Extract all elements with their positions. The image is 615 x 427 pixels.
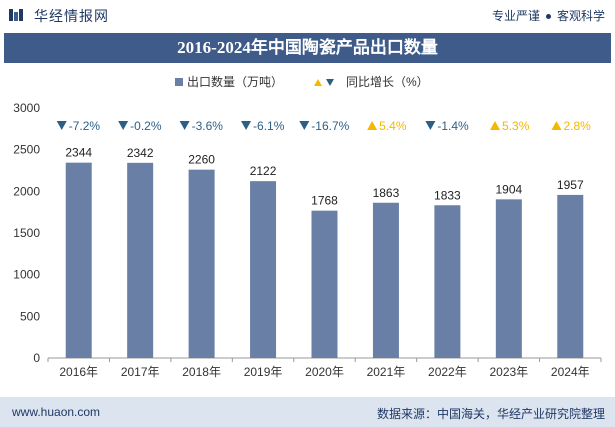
value-label: 2344: [65, 146, 92, 160]
growth-up-triangle-icon: [490, 121, 501, 130]
bars: [65, 162, 584, 358]
growth-label: 5.3%: [502, 119, 530, 133]
x-tick-label: 2020年: [305, 365, 344, 379]
growth-up-triangle-icon: [551, 121, 562, 130]
brand-name: 华经情报网: [34, 8, 109, 24]
header-tagline: 专业严谨 客观科学: [492, 7, 605, 24]
growth-label: -7.2%: [69, 119, 101, 133]
legend-bar-swatch-icon: [175, 78, 183, 86]
growth-down-triangle-icon: [425, 121, 436, 130]
y-tick-label: 2500: [13, 143, 40, 157]
bar: [372, 202, 399, 358]
y-tick-label: 3000: [13, 101, 40, 115]
growth-down-triangle-icon: [56, 121, 67, 130]
x-axis: 2016年 2017年 2018年 2019年 2020年 2021年 2022年 2023年…: [47, 358, 602, 379]
growth-label: -6.1%: [253, 119, 285, 133]
value-labels: 2344 2342 2260 2122 1768 1863 1833 1904 1957: [65, 146, 584, 208]
growth-label: 5.4%: [379, 119, 407, 133]
legend-label-yoy-growth: 同比增长（%）: [346, 75, 429, 89]
value-label: 1768: [311, 194, 338, 208]
x-tick-label: 2018年: [182, 365, 221, 379]
growth-down-triangle-icon: [118, 121, 129, 130]
title-band: 2016-2024年中国陶瓷产品出口数量: [4, 33, 611, 63]
growth-label: -0.2%: [130, 119, 162, 133]
legend-down-triangle-icon: [326, 79, 334, 86]
bar: [65, 162, 92, 358]
footer: www.huaon.com 数据来源：中国海关，华经产业研究院整理: [0, 397, 615, 427]
growth-label: -3.6%: [192, 119, 224, 133]
bar: [434, 205, 461, 358]
bar: [311, 210, 338, 358]
value-label: 1833: [434, 188, 461, 202]
x-tick-label: 2023年: [489, 365, 528, 379]
footer-source: 数据来源：中国海关，华经产业研究院整理: [376, 407, 605, 421]
legend: 出口数量（万吨） 同比增长（%）: [175, 74, 429, 89]
growth-down-triangle-icon: [241, 121, 252, 130]
growth-label: -1.4%: [437, 119, 469, 133]
separator-dot-icon: [545, 14, 551, 20]
value-label: 2122: [250, 164, 277, 178]
value-label: 1863: [373, 186, 400, 200]
growth-label: 2.8%: [563, 119, 591, 133]
bar: [188, 169, 215, 358]
y-tick-label: 1000: [13, 268, 40, 282]
bar: [127, 162, 154, 358]
footer-url: www.huaon.com: [12, 405, 101, 419]
legend-up-triangle-icon: [314, 79, 322, 86]
x-tick-label: 2019年: [244, 365, 283, 379]
growth-down-triangle-icon: [179, 121, 190, 130]
header: 华经情报网 专业严谨 客观科学: [0, 0, 615, 30]
value-label: 2342: [127, 146, 154, 160]
x-tick-label: 2017年: [121, 365, 160, 379]
x-tick-label: 2016年: [59, 365, 98, 379]
value-label: 1957: [557, 178, 584, 192]
tagline-2: 客观科学: [556, 9, 605, 23]
legend-label-export-volume: 出口数量（万吨）: [187, 74, 283, 89]
tagline-1: 专业严谨: [491, 9, 540, 23]
x-tick-label: 2024年: [551, 365, 590, 379]
y-tick-label: 2000: [13, 184, 40, 198]
y-tick-label: 500: [20, 309, 40, 323]
growth-down-triangle-icon: [299, 121, 310, 130]
value-label: 1904: [495, 182, 522, 196]
chart: 出口数量（万吨） 同比增长（%） 0 500 1000 1500 2000 2500 300…: [13, 74, 602, 379]
y-tick-label: 0: [33, 351, 40, 365]
y-axis: 0 500 1000 1500 2000 2500 3000: [13, 101, 40, 365]
value-label: 2260: [188, 153, 215, 167]
bar: [495, 199, 522, 358]
growth-up-triangle-icon: [367, 121, 378, 130]
x-tick-label: 2021年: [367, 365, 406, 379]
huajing-logo-icon: [9, 9, 23, 21]
x-tick-label: 2022年: [428, 365, 467, 379]
bar: [557, 194, 584, 358]
y-tick-label: 1500: [13, 226, 40, 240]
chart-title: 2016-2024年中国陶瓷产品出口数量: [177, 38, 438, 57]
growth-label: -16.7%: [311, 119, 349, 133]
growth-labels: -7.2% -0.2% -3.6% -6.1% -16.7% 5.4% -1.4% 5.3% 2…: [56, 119, 591, 133]
bar: [250, 181, 277, 358]
